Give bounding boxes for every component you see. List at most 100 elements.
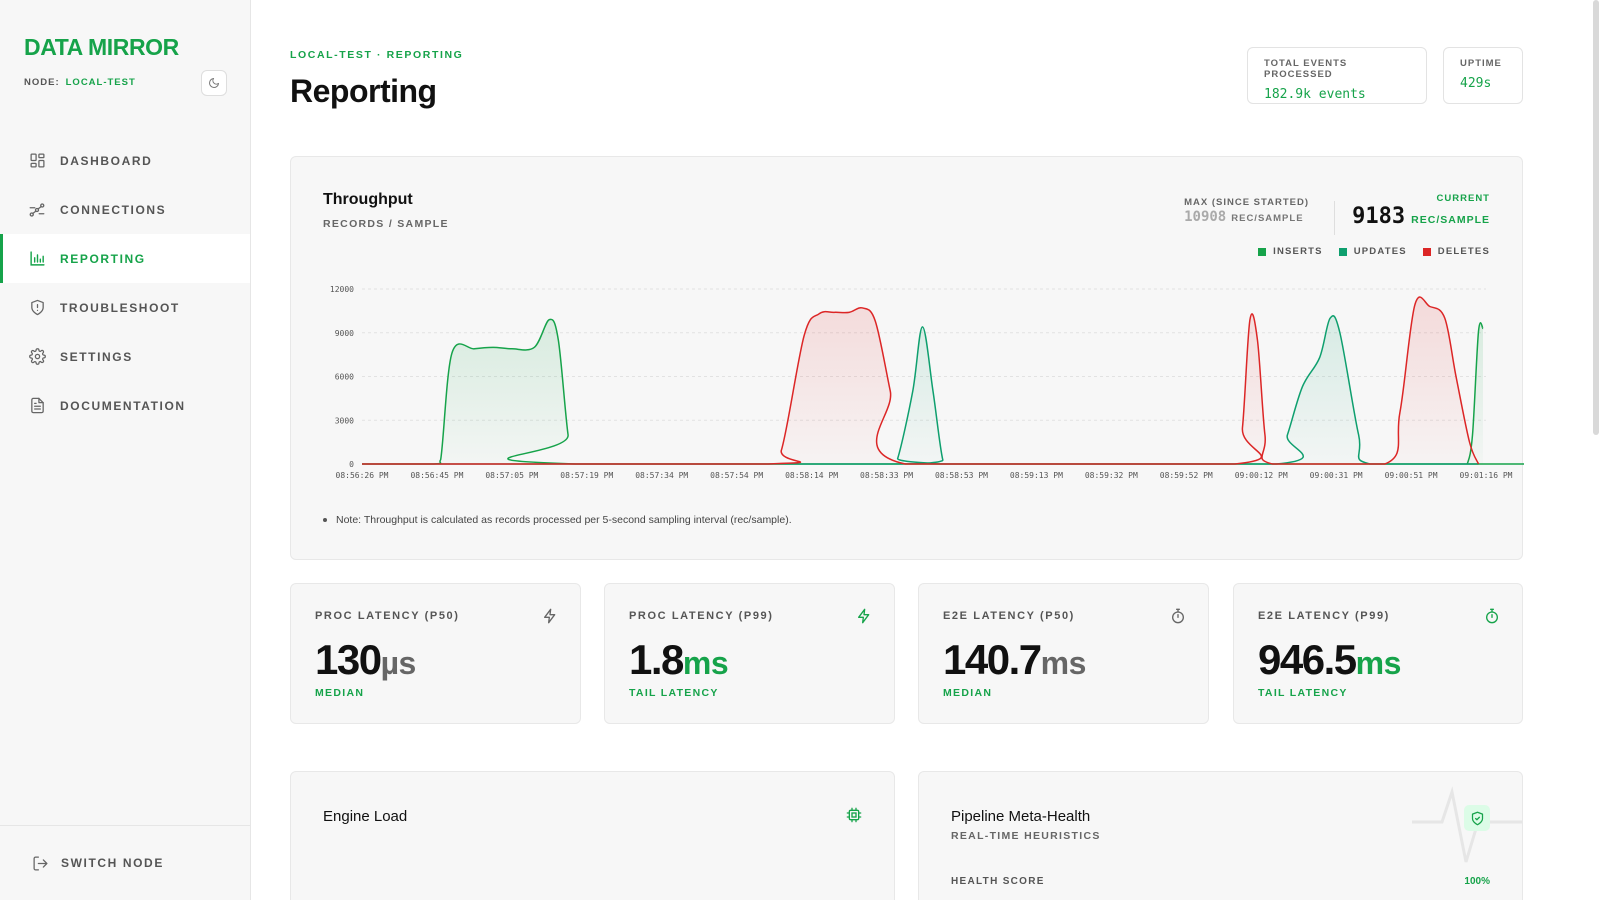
x-tick-label: 08:58:33 PM (860, 471, 913, 480)
series-area-updates (362, 315, 1479, 464)
latency-number: 130 (315, 636, 382, 683)
sidebar-item-label: DOCUMENTATION (60, 398, 186, 413)
legend-item-deletes[interactable]: DELETES (1422, 246, 1490, 257)
uptime-stat: UPTIME 429s (1443, 47, 1523, 104)
total-events-stat: TOTAL EVENTS PROCESSED 182.9k events (1247, 47, 1427, 104)
latency-label: E2E LATENCY (P50) (943, 610, 1075, 622)
shield-check-icon (1464, 805, 1490, 831)
legend-swatch (1422, 247, 1431, 256)
x-tick-label: 09:01:16 PM (1460, 471, 1513, 480)
switch-node-button[interactable]: SWITCH NODE (0, 825, 250, 900)
page-title: Reporting (290, 73, 437, 109)
current-throughput: CURRENT 9183 REC/SAMPLE (1352, 193, 1490, 229)
latency-subtitle: TAIL LATENCY (1258, 687, 1348, 699)
max-throughput: MAX (SINCE STARTED) 10908 REC/SAMPLE (1184, 197, 1309, 226)
latency-value: 140.7ms (943, 636, 1086, 684)
legend-label: INSERTS (1273, 246, 1323, 257)
series-line-deletes (361, 296, 1480, 465)
stopwatch-icon (1170, 608, 1186, 624)
brand-logo[interactable]: DATA MIRROR (24, 34, 179, 60)
latency-value: 946.5ms (1258, 636, 1401, 684)
x-tick-label: 08:57:54 PM (710, 471, 763, 480)
main-content: LOCAL-TEST · REPORTING Reporting TOTAL E… (251, 0, 1560, 900)
latency-card-proc-p99: PROC LATENCY (P99) 1.8ms TAIL LATENCY (604, 583, 895, 724)
throughput-chart[interactable]: 0 3000 6000 9000 12000 08:56:26 PM 08:56:45 PM… (291, 157, 1524, 497)
max-value: 10908 (1184, 209, 1227, 225)
sidebar-item-label: REPORTING (60, 251, 146, 266)
x-tick-label: 08:58:53 PM (935, 471, 988, 480)
scrollbar-thumb[interactable] (1593, 0, 1599, 435)
latency-subtitle: MEDIAN (315, 687, 365, 699)
legend-swatch (1258, 247, 1267, 256)
sidebar-item-reporting[interactable]: REPORTING (0, 234, 250, 283)
legend-item-updates[interactable]: UPDATES (1338, 246, 1407, 257)
latency-subtitle: TAIL LATENCY (629, 687, 719, 699)
latency-unit: ms (1040, 645, 1087, 681)
sidebar-item-connections[interactable]: CONNECTIONS (0, 185, 250, 234)
x-tick-label: 08:57:19 PM (560, 471, 613, 480)
legend-label: UPDATES (1353, 246, 1407, 257)
gear-icon (28, 348, 46, 366)
connections-icon (28, 201, 46, 219)
latency-unit: ms (682, 645, 729, 681)
note-text: Note: Throughput is calculated as record… (336, 514, 792, 526)
switch-node-label: SWITCH NODE (61, 856, 164, 870)
current-unit: REC/SAMPLE (1411, 214, 1490, 226)
max-unit: REC/SAMPLE (1231, 213, 1304, 224)
logout-icon (33, 855, 48, 871)
x-tick-label: 09:00:12 PM (1235, 471, 1288, 480)
theme-toggle-button[interactable] (201, 70, 227, 96)
latency-card-e2e-p50: E2E LATENCY (P50) 140.7ms MEDIAN (918, 583, 1209, 724)
y-tick-label: 12000 (330, 285, 354, 294)
stat-label: UPTIME (1460, 58, 1502, 69)
latency-number: 1.8 (629, 636, 684, 683)
throughput-title: Throughput (323, 191, 413, 208)
y-tick-label: 6000 (335, 373, 354, 382)
sidebar-item-label: TROUBLESHOOT (60, 300, 180, 315)
y-tick-label: 3000 (335, 416, 354, 425)
latency-label: E2E LATENCY (P99) (1258, 610, 1390, 622)
x-tick-label: 08:57:05 PM (485, 471, 538, 480)
node-indicator: NODE: LOCAL-TEST (24, 77, 136, 88)
latency-value: 130µs (315, 636, 416, 684)
sidebar-item-troubleshoot[interactable]: TROUBLESHOOT (0, 283, 250, 332)
stat-label: TOTAL EVENTS PROCESSED (1264, 58, 1348, 80)
dashboard-icon (28, 152, 46, 170)
moon-icon (209, 78, 219, 88)
latency-card-proc-p50: PROC LATENCY (P50) 130µs MEDIAN (290, 583, 581, 724)
health-score-value: 100% (1464, 876, 1490, 887)
current-label: CURRENT (1436, 193, 1490, 204)
document-icon (28, 397, 46, 415)
latency-label: PROC LATENCY (P99) (629, 610, 774, 622)
throughput-subtitle: RECORDS / SAMPLE (323, 218, 449, 230)
scrollbar-track[interactable] (1560, 0, 1600, 900)
sidebar-nav: DASHBOARD CONNECTIONS REPORTING TROUBLES… (0, 136, 250, 430)
y-tick-label: 0 (349, 460, 354, 469)
sidebar-item-documentation[interactable]: DOCUMENTATION (0, 381, 250, 430)
divider (1334, 201, 1335, 235)
x-tick-label: 08:56:45 PM (410, 471, 463, 480)
latency-number: 140.7 (943, 636, 1042, 683)
meta-health-card: Pipeline Meta-Health REAL-TIME HEURISTIC… (918, 771, 1523, 900)
engine-load-title: Engine Load (323, 808, 408, 825)
sidebar-item-label: DASHBOARD (60, 153, 153, 168)
x-tick-label: 08:58:14 PM (785, 471, 838, 480)
sidebar-item-dashboard[interactable]: DASHBOARD (0, 136, 250, 185)
chart-legend: INSERTS UPDATES DELETES (1258, 246, 1490, 257)
legend-item-inserts[interactable]: INSERTS (1258, 246, 1323, 257)
sidebar-item-label: CONNECTIONS (60, 202, 167, 217)
throughput-note: Note: Throughput is calculated as record… (323, 514, 792, 526)
shield-alert-icon (28, 299, 46, 317)
series-area-deletes (362, 297, 1479, 464)
bar-chart-icon (28, 250, 46, 268)
cpu-icon (846, 807, 862, 828)
node-value: LOCAL-TEST (65, 77, 136, 88)
breadcrumb: LOCAL-TEST · REPORTING (290, 49, 464, 61)
sidebar: DATA MIRROR NODE: LOCAL-TEST DASHBOARD CO… (0, 0, 251, 900)
max-label: MAX (SINCE STARTED) (1184, 197, 1309, 208)
lightning-icon (542, 608, 558, 624)
sidebar-item-settings[interactable]: SETTINGS (0, 332, 250, 381)
legend-swatch (1338, 247, 1347, 256)
x-tick-label: 08:59:52 PM (1160, 471, 1213, 480)
latency-label: PROC LATENCY (P50) (315, 610, 460, 622)
